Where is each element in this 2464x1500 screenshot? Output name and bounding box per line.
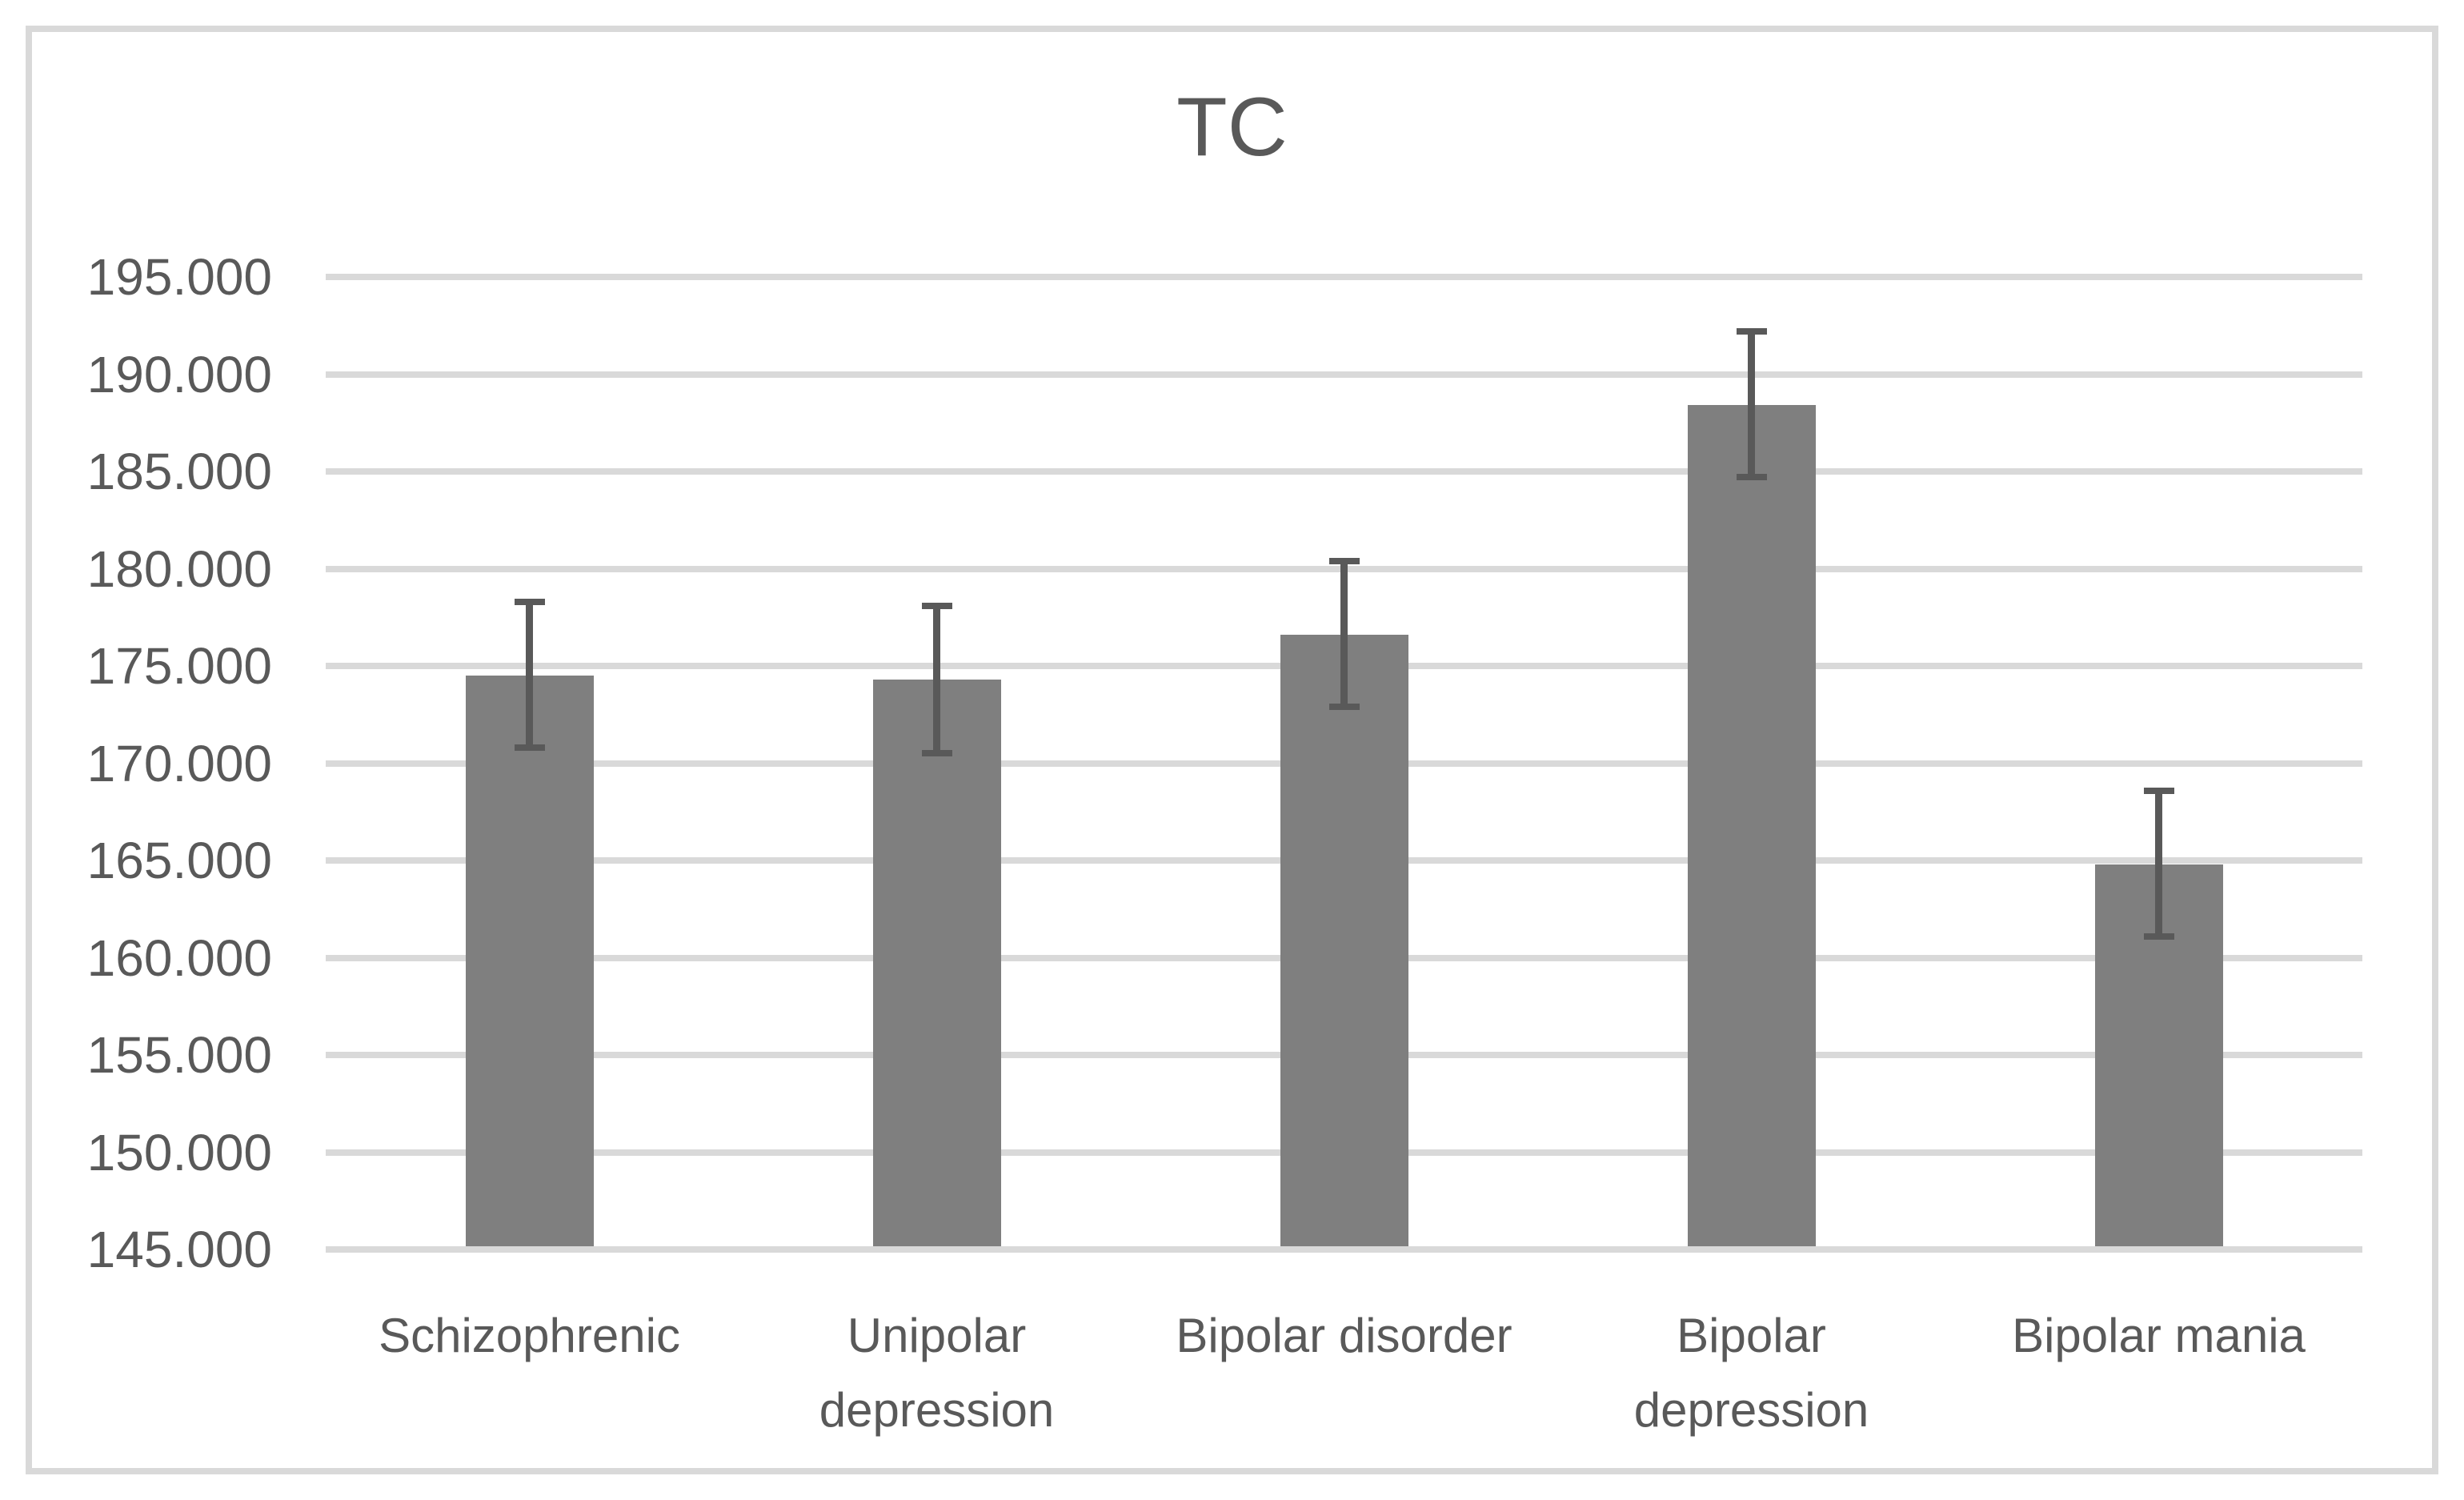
bar-bipolar-disorder	[1280, 635, 1408, 1246]
bar-schizophrenic	[465, 676, 594, 1246]
y-axis-tick-label: 175.000	[86, 637, 272, 695]
x-axis-label-bipolar-mania: Bipolar mania	[1955, 1298, 2363, 1373]
gridline	[326, 274, 2362, 280]
x-axis-label-line: Unipolar	[847, 1309, 1027, 1362]
x-axis-label-schizophrenic: Schizophrenic	[326, 1298, 734, 1373]
error-bar-top-cap-unipolar-depression	[921, 602, 952, 609]
chart-title: TC	[1176, 81, 1288, 174]
y-axis-tick-label: 180.000	[86, 539, 272, 598]
x-axis-line	[326, 1246, 2362, 1253]
y-axis-tick-label: 185.000	[86, 443, 272, 500]
y-axis-tick-label: 170.000	[86, 734, 272, 792]
error-bar-bottom-cap-bipolar-mania	[2143, 932, 2174, 940]
y-axis-tick-label: 195.000	[86, 248, 272, 306]
x-axis-label-bipolar-disorder: Bipolar disorder	[1140, 1298, 1549, 1373]
error-bar-top-cap-schizophrenic	[514, 598, 545, 605]
x-axis-label-line: Bipolar	[1677, 1309, 1826, 1362]
error-bar-line-unipolar-depression	[933, 605, 940, 754]
x-axis-label-bipolar-depression: Bipolar depression	[1548, 1298, 1956, 1447]
gridline	[326, 468, 2362, 475]
error-bar-bottom-cap-bipolar-disorder	[1328, 704, 1360, 711]
error-bar-line-bipolar-disorder	[1340, 560, 1348, 708]
y-axis-tick-label: 150.000	[86, 1123, 272, 1181]
bar-bipolar-depression	[1687, 405, 1816, 1246]
x-axis-label-line: Schizophrenic	[379, 1309, 680, 1362]
x-axis-label-line: depression	[1633, 1383, 1869, 1437]
error-bar-line-bipolar-depression	[1748, 331, 1755, 478]
error-bar-bottom-cap-schizophrenic	[514, 744, 545, 752]
y-axis-tick-label: 145.000	[86, 1221, 272, 1278]
chart-frame	[26, 26, 2438, 1474]
x-axis-label-unipolar-depression: Unipolar depression	[733, 1298, 1141, 1447]
plot-area	[326, 274, 2362, 1253]
error-bar-top-cap-bipolar-depression	[1736, 328, 1767, 335]
bar-unipolar-depression	[872, 680, 1001, 1246]
y-axis-tick-label: 165.000	[86, 832, 272, 889]
y-axis-tick-label: 155.000	[86, 1026, 272, 1084]
error-bar-bottom-cap-unipolar-depression	[921, 750, 952, 757]
y-axis-tick-label: 190.000	[86, 345, 272, 403]
error-bar-bottom-cap-bipolar-depression	[1736, 474, 1767, 481]
x-axis-label-line: Bipolar mania	[2012, 1309, 2306, 1362]
error-bar-line-schizophrenic	[526, 601, 533, 748]
y-axis-tick-label: 160.000	[86, 928, 272, 987]
x-axis-label-line: depression	[819, 1383, 1055, 1437]
x-axis-label-line: Bipolar disorder	[1176, 1309, 1512, 1362]
error-bar-top-cap-bipolar-mania	[2143, 787, 2174, 794]
gridline	[326, 371, 2362, 378]
error-bar-line-bipolar-mania	[2155, 790, 2162, 936]
error-bar-top-cap-bipolar-disorder	[1328, 557, 1360, 564]
